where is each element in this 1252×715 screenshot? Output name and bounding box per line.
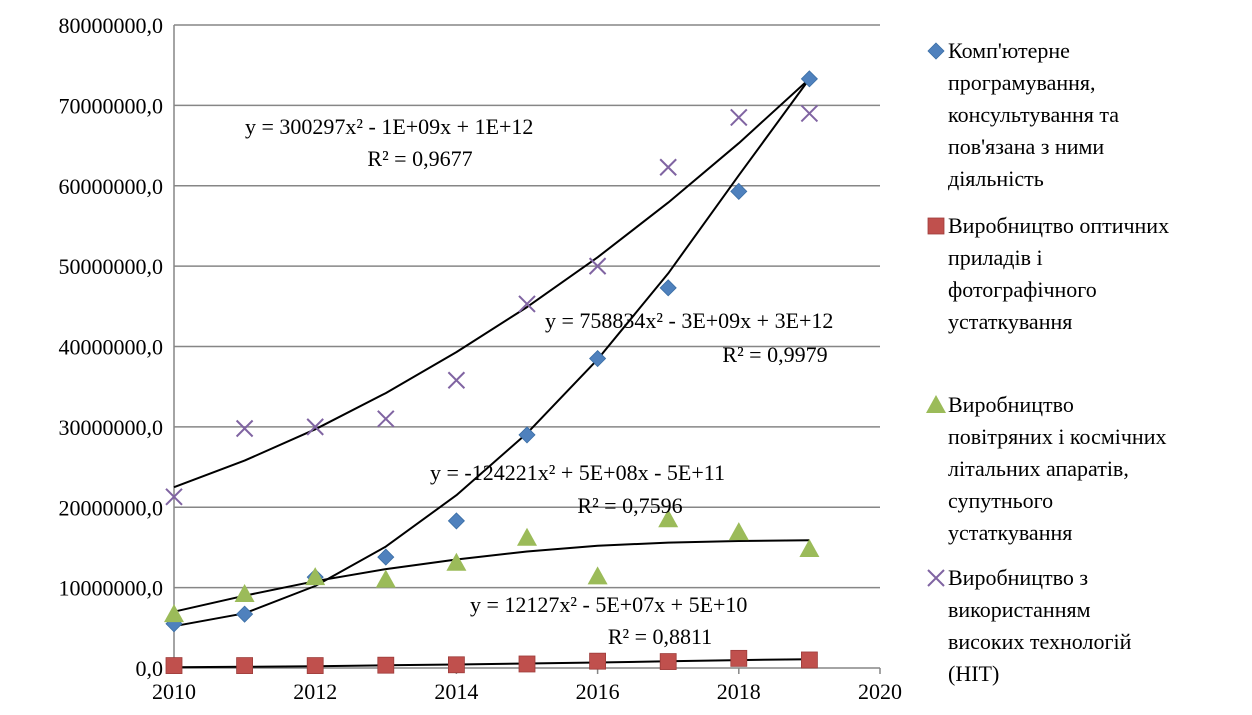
data-point-diamond <box>377 548 395 566</box>
trendline-r-squared: R² = 0,8811 <box>608 624 712 649</box>
data-point-triangle <box>587 566 608 585</box>
trendline-square <box>173 658 810 669</box>
data-point-square <box>447 656 465 674</box>
legend-marker-triangle <box>926 395 946 413</box>
data-point-x <box>800 104 819 123</box>
data-point-x <box>730 108 748 127</box>
data-point-x <box>235 419 254 438</box>
legend-label: Виробництво з <box>948 565 1088 590</box>
data-point-diamond <box>589 349 607 368</box>
data-point-diamond <box>659 279 677 297</box>
data-point-square <box>377 656 395 674</box>
legend-label: пов'язана з ними <box>948 134 1104 159</box>
legend-label: Комп'ютерне <box>948 38 1070 63</box>
y-tick-label: 20000000,0 <box>59 495 164 520</box>
x-tick-label: 2016 <box>576 679 620 704</box>
axes: 0,0 10000000,0 20000000,0 30000000,0 4000000… <box>59 13 903 704</box>
data-point-x <box>518 295 536 313</box>
data-point-diamond <box>518 426 536 444</box>
legend-label: устаткування <box>948 520 1072 545</box>
legend-marker-diamond <box>927 42 945 60</box>
x-tick-label: 2012 <box>293 679 337 704</box>
trendline-diamond <box>173 78 811 628</box>
trendline-x <box>173 78 811 489</box>
data-point-x <box>659 158 677 176</box>
legend-label: програмування, <box>948 70 1096 95</box>
trendlines <box>173 78 811 669</box>
data-points <box>164 70 820 674</box>
legend-marker-square <box>927 217 945 235</box>
trendline-equations: y = 758834x² - 3E+09x + 3E+12 R² = 0,9979… <box>245 114 833 649</box>
legend-label: діяльність <box>948 166 1044 191</box>
legend-label: устаткування <box>948 309 1072 334</box>
legend-label: консультування та <box>948 102 1119 127</box>
data-point-square <box>801 651 818 669</box>
data-point-diamond <box>730 182 748 200</box>
data-point-diamond <box>800 70 818 88</box>
data-point-square <box>236 657 254 674</box>
data-point-triangle <box>164 604 184 623</box>
data-point-x <box>377 410 395 428</box>
y-tick-label: 60000000,0 <box>59 174 164 199</box>
x-tick-label: 2010 <box>152 679 196 704</box>
legend-label: приладів і <box>948 245 1043 270</box>
y-tick-label: 0,0 <box>136 656 164 681</box>
y-tick-label: 70000000,0 <box>59 93 164 118</box>
data-point-x <box>588 257 607 275</box>
trendline-equation: y = 758834x² - 3E+09x + 3E+12 <box>545 308 833 333</box>
legend-label: Виробництво оптичних <box>948 213 1169 238</box>
x-tick-label: 2020 <box>858 679 902 704</box>
legend-label: фотографічного <box>948 277 1097 302</box>
legend-label: Виробництво <box>948 392 1074 417</box>
legend-label: використанням <box>948 597 1091 622</box>
data-point-square <box>589 652 606 670</box>
legend-label: супутнього <box>948 488 1053 513</box>
legend-label: (НІТ) <box>948 661 999 686</box>
data-point-diamond <box>447 512 465 530</box>
y-tick-label: 30000000,0 <box>59 415 164 440</box>
legend-label: повітряних і космічних <box>948 424 1166 449</box>
data-point-triangle <box>446 552 467 571</box>
data-point-square <box>165 657 183 674</box>
data-point-triangle <box>799 539 820 558</box>
data-point-x <box>306 418 324 436</box>
data-point-diamond <box>236 605 254 623</box>
trendline-equation: y = -124221x² + 5E+08x - 5E+11 <box>430 460 725 485</box>
data-point-triangle <box>234 584 255 603</box>
trendline-equation: y = 12127x² - 5E+07x + 5E+10 <box>470 592 747 617</box>
data-point-x <box>447 371 466 389</box>
y-tick-label: 40000000,0 <box>59 335 164 360</box>
data-point-square <box>306 657 324 674</box>
data-point-square <box>730 649 748 667</box>
data-point-triangle <box>517 527 537 546</box>
y-tick-label: 80000000,0 <box>59 13 164 38</box>
legend-label: літальних апаратів, <box>948 456 1129 481</box>
data-point-triangle <box>728 522 749 541</box>
trendline-equation: y = 300297x² - 1E+09x + 1E+12 <box>245 114 533 139</box>
y-tick-label: 50000000,0 <box>59 254 164 279</box>
trendline-r-squared: R² = 0,7596 <box>577 493 682 518</box>
data-point-triangle <box>375 569 396 588</box>
data-point-square <box>659 653 677 670</box>
data-point-triangle <box>305 567 326 586</box>
data-point-triangle <box>658 509 679 528</box>
y-tick-label: 10000000,0 <box>59 576 164 601</box>
trendline-triangle <box>173 539 810 613</box>
legend: Комп'ютерне програмування, консультування … <box>926 38 1169 686</box>
legend-label: високих технологій <box>948 629 1132 654</box>
trendline-r-squared: R² = 0,9677 <box>367 146 472 171</box>
x-tick-label: 2018 <box>717 679 761 704</box>
data-point-x <box>165 488 183 506</box>
x-tick-label: 2014 <box>434 679 478 704</box>
data-point-square <box>518 655 536 673</box>
trendline-r-squared: R² = 0,9979 <box>722 342 827 367</box>
legend-marker-x <box>927 569 945 587</box>
